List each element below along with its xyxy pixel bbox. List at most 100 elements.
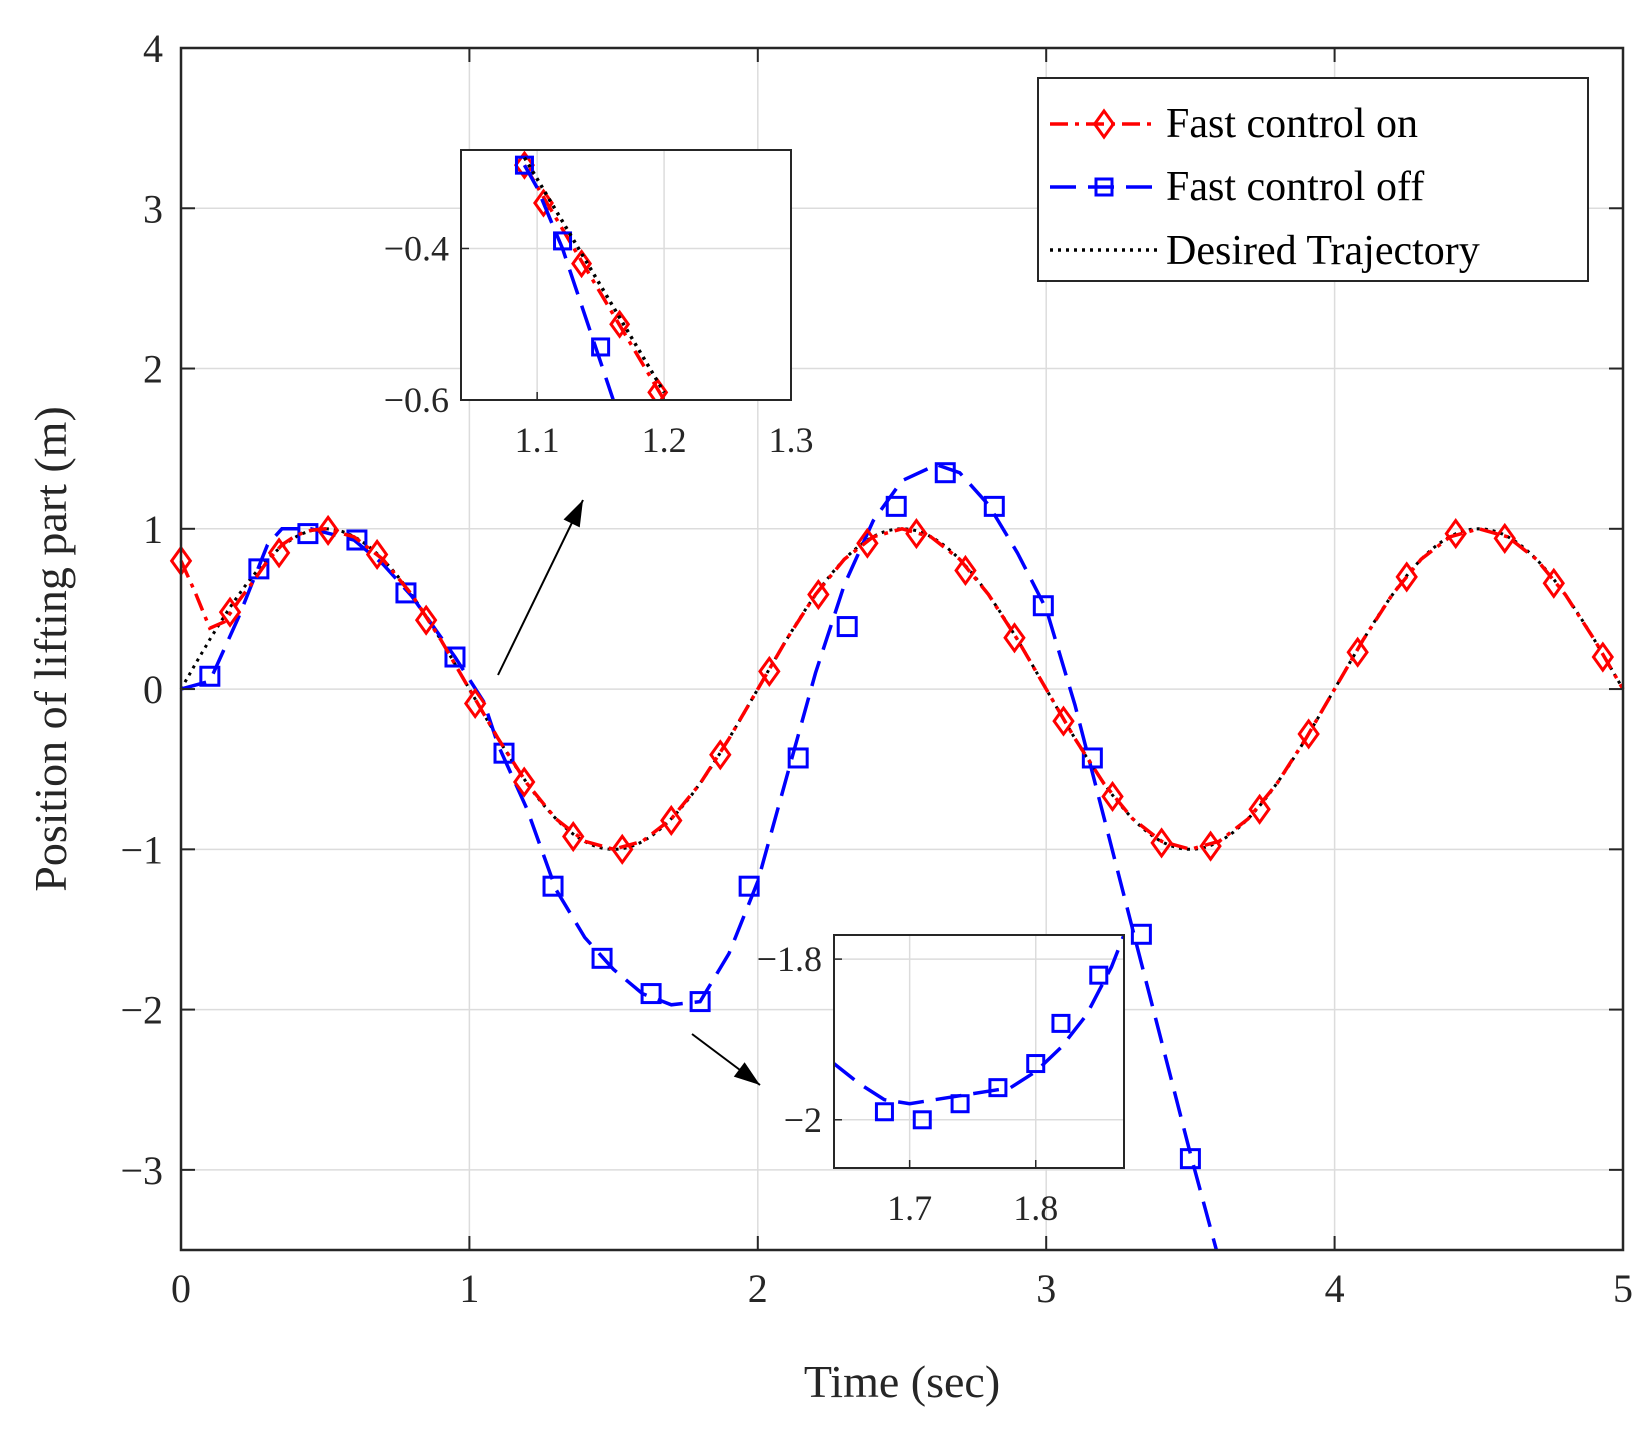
inset-x-tick-label: 1.8 (1013, 1188, 1058, 1228)
legend: Fast control on Fast control off Desired… (1037, 77, 1589, 282)
legend-sample-marker (1094, 177, 1114, 197)
fast-control-on-marker (1003, 622, 1026, 654)
fast-control-on-marker (1199, 830, 1222, 862)
inset-background (834, 935, 1124, 1168)
fast-control-off-marker (836, 616, 858, 638)
fast-control-on-marker (1248, 793, 1271, 825)
y-tick-label: 2 (143, 347, 163, 392)
y-tick-label: −2 (120, 988, 163, 1033)
fast-control-on-marker (954, 554, 977, 587)
inset-fast-control-off-marker (591, 337, 611, 357)
fast-control-off-marker (493, 742, 515, 764)
inset-fast-control-off-marker (950, 1094, 970, 1114)
fast-control-off-marker (934, 462, 956, 484)
fast-control-on-marker (1150, 827, 1173, 859)
fast-control-on-marker (709, 739, 732, 771)
fast-control-on-marker (856, 527, 879, 559)
x-tick-label: 2 (748, 1266, 768, 1311)
legend-samples (1050, 108, 1158, 252)
fast-control-on-marker (562, 820, 585, 853)
inset-fast-control-off-marker (1026, 1054, 1046, 1074)
fast-control-on-marker (267, 537, 291, 569)
annotation-arrows (497, 499, 761, 1086)
inset-fast-control-on-marker (609, 309, 631, 339)
y-tick-label: 3 (143, 186, 163, 231)
fast-control-on-marker (1395, 561, 1418, 593)
inset-fast-control-on-line (522, 164, 666, 400)
y-axis-label: Position of lifting part (m) (25, 406, 76, 892)
x-axis-label: Time (sec) (804, 1356, 1000, 1407)
fast-control-off-marker (542, 875, 564, 897)
inset-fast-control-on-marker (571, 249, 593, 279)
fast-control-off-marker (346, 529, 368, 551)
fast-control-on-marker (365, 538, 389, 571)
fast-control-off-marker (689, 991, 711, 1013)
x-tick-label: 3 (1036, 1266, 1056, 1311)
fast-control-on-marker (1052, 705, 1075, 737)
fast-control-off-marker (983, 495, 1005, 517)
inset-fast-control-off-marker (514, 155, 534, 175)
fast-control-on-marker (1297, 718, 1320, 750)
fast-control-on-marker (1542, 567, 1565, 599)
fast-control-on-marker (316, 514, 340, 546)
fast-control-off-marker (640, 983, 662, 1005)
fast-control-off-marker (885, 495, 907, 517)
fast-control-on-marker (758, 655, 781, 688)
inset-x-tick-label: 1.1 (515, 420, 560, 460)
fast-control-on-marker (660, 804, 683, 837)
fast-control-off-marker (248, 558, 270, 580)
inset-fast-control-off-marker (988, 1078, 1008, 1098)
legend-sample-marker (1092, 108, 1116, 140)
inset-fast-control-on-marker (647, 377, 669, 400)
legend-box (1037, 77, 1589, 282)
legend-label-fast-control-off: Fast control off (1166, 164, 1424, 210)
legend-label-desired-trajectory: Desired Trajectory (1166, 228, 1480, 274)
fast-control-off-marker (444, 646, 466, 668)
y-tick-label: 0 (143, 667, 163, 712)
fast-control-on-marker (611, 833, 634, 865)
fast-control-on-marker (1591, 641, 1615, 673)
inset-y-tick-label: −0.6 (384, 380, 449, 420)
inset-frame (460, 149, 792, 401)
inset-frame (833, 934, 1125, 1169)
fast-control-on-marker (807, 578, 830, 611)
fast-control-on-marker (1346, 636, 1369, 668)
y-tick-label: 4 (143, 26, 163, 71)
fast-control-on-marker (414, 604, 438, 636)
fast-control-off-marker (738, 875, 760, 897)
inset-zoom-2: 1.7 1.8 −1.8 −2 (757, 934, 1125, 1228)
inset-fast-control-off-line (834, 935, 1124, 1106)
inset-fast-control-off-marker (1089, 965, 1109, 985)
inset-fast-control-off-marker (553, 231, 573, 251)
fast-control-off-marker (1179, 1148, 1201, 1170)
arrow-to-inset-1-shaft (497, 499, 584, 676)
fast-control-off-marker (1032, 595, 1054, 617)
inset-x-tick-label: 1.7 (887, 1188, 932, 1228)
axes-frame (179, 46, 1625, 1252)
fast-control-off-marker (395, 582, 417, 604)
y-tick-label: 1 (143, 507, 163, 552)
fast-control-on-marker (1101, 780, 1124, 813)
fast-control-on-marker (905, 518, 928, 550)
fast-control-off-marker (199, 665, 221, 687)
arrow-to-inset-2-head (733, 1062, 760, 1085)
inset-series (834, 935, 1124, 1130)
inset-y-tick-label: −0.4 (384, 228, 449, 268)
y-tick-label: −3 (120, 1148, 163, 1193)
inset-x-tick-label: 1.3 (769, 420, 814, 460)
inset-desired-trajectory-line (522, 156, 666, 394)
inset-background (461, 150, 791, 400)
y-tick-label: −1 (120, 827, 163, 872)
fast-control-on-marker (1444, 518, 1467, 550)
legend-label-fast-control-on: Fast control on (1166, 101, 1418, 147)
fast-control-off-marker (591, 947, 613, 969)
x-tick-label: 1 (459, 1266, 479, 1311)
fast-control-off-marker (1081, 747, 1103, 769)
inset-fast-control-off-marker (912, 1110, 932, 1130)
fast-control-off-marker (1130, 923, 1152, 945)
series-fast-control-on-line (179, 526, 1625, 852)
inset-zoom-1: 1.1 1.2 1.3 −0.4 −0.6 (384, 149, 814, 460)
arrow-to-inset-1-head (563, 500, 583, 528)
inset-fast-control-off-marker (874, 1102, 894, 1122)
